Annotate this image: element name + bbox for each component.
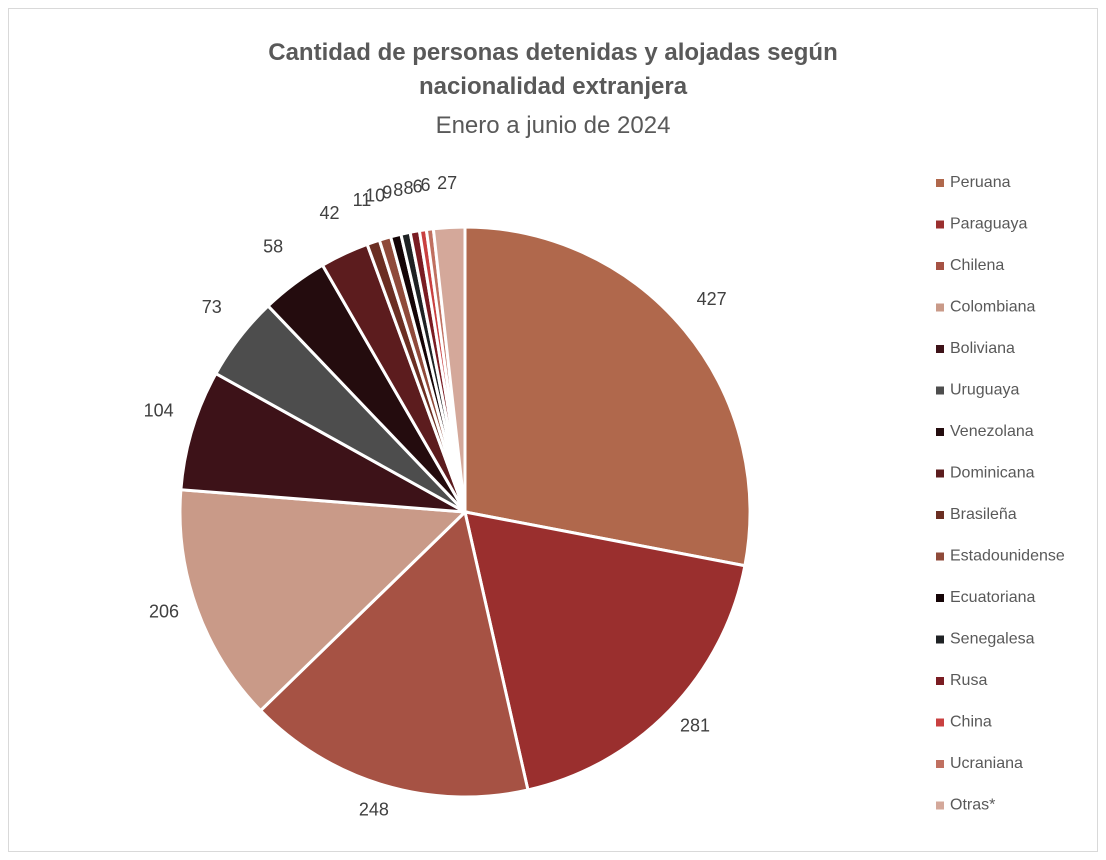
legend-swatch xyxy=(936,511,944,519)
legend-swatch xyxy=(936,262,944,270)
legend-swatch xyxy=(936,594,944,602)
legend-label: Otras* xyxy=(950,797,995,814)
data-label: 27 xyxy=(437,173,457,193)
data-label: 206 xyxy=(149,601,179,621)
legend-label: Ucraniana xyxy=(950,755,1023,772)
data-label: 6 xyxy=(413,176,423,196)
chart-subtitle: Enero a junio de 2024 xyxy=(435,112,671,139)
legend-label: Dominicana xyxy=(950,465,1035,482)
pie-slice xyxy=(178,488,469,713)
legend-label: China xyxy=(950,714,992,731)
legend-label: Uruguaya xyxy=(950,382,1019,399)
data-label: 73 xyxy=(202,297,222,317)
data-label: 427 xyxy=(697,289,727,309)
legend-swatch xyxy=(936,552,944,561)
legend-swatch xyxy=(936,303,944,312)
pie-slice xyxy=(258,509,530,799)
pie-slice xyxy=(431,225,467,513)
data-label: 8 xyxy=(404,178,414,198)
legend-label: Rusa xyxy=(950,672,987,689)
legend-label: Colombiana xyxy=(950,299,1035,316)
pie-slice xyxy=(179,371,466,514)
legend-swatch xyxy=(936,801,944,810)
data-label: 104 xyxy=(144,400,174,420)
legend-swatch xyxy=(936,345,944,353)
legend-label: Paraguaya xyxy=(950,216,1027,233)
data-label: 42 xyxy=(320,203,340,223)
chart-title: Cantidad de personas detenidas y alojada… xyxy=(268,39,838,100)
legend-label: Peruana xyxy=(950,174,1011,191)
legend-swatch xyxy=(936,179,944,187)
legend-label: Boliviana xyxy=(950,340,1015,357)
legend-label: Estadounidense xyxy=(950,548,1065,565)
data-label: 11 xyxy=(353,190,372,210)
pie-slice xyxy=(463,225,752,568)
legend-label: Ecuatoriana xyxy=(950,589,1035,606)
legend-label: Chilena xyxy=(950,257,1004,274)
legend-swatch xyxy=(936,428,944,436)
legend-swatch xyxy=(936,220,944,229)
legend-label: Venezolana xyxy=(950,423,1034,440)
data-label: 8 xyxy=(393,180,403,200)
legend-label: Brasileña xyxy=(950,506,1017,523)
legend-swatch xyxy=(936,760,944,768)
data-label: 9 xyxy=(382,182,392,202)
data-label: 6 xyxy=(421,175,431,195)
legend-swatch xyxy=(936,677,944,685)
legend-label: Senegalesa xyxy=(950,631,1035,648)
legend-swatch xyxy=(936,718,944,727)
data-label: 248 xyxy=(359,800,389,820)
legend-swatch xyxy=(936,469,944,478)
chart-frame xyxy=(8,8,1098,852)
data-label: 10 xyxy=(365,186,385,206)
data-label: 58 xyxy=(263,237,283,257)
pie-slice xyxy=(463,510,747,792)
legend-swatch xyxy=(936,635,944,644)
data-label: 281 xyxy=(680,715,710,735)
legend-swatch xyxy=(936,386,944,395)
